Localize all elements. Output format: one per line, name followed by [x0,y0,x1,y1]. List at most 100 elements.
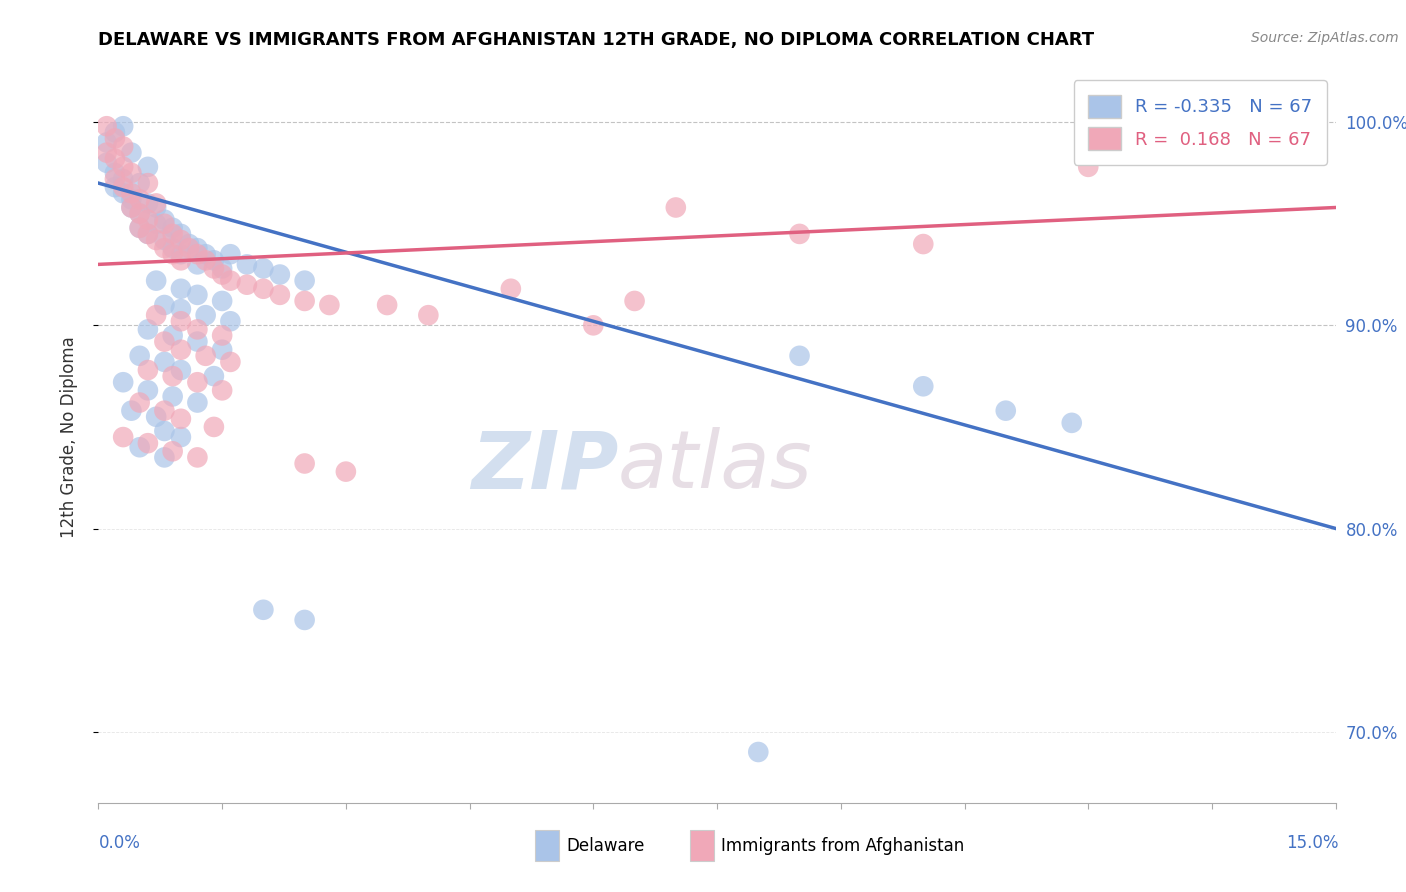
Point [162,389,184,403]
Point [170,301,193,316]
Point [112,180,135,194]
Point [153,233,176,247]
Point [104,180,127,194]
Point [499,282,522,296]
Point [112,139,135,153]
Point [145,196,167,211]
Point [128,220,150,235]
Point [96,136,118,150]
Point [211,293,233,308]
Point [104,166,127,180]
Point [211,343,233,357]
Point [994,403,1017,417]
Point [128,206,150,220]
Point [153,450,176,465]
Point [211,261,233,276]
Point [112,186,135,201]
Legend: R = -0.335   N = 67, R =  0.168   N = 67: R = -0.335 N = 67, R = 0.168 N = 67 [1074,80,1327,165]
Point [170,430,193,444]
Point [153,298,176,312]
Point [789,227,811,241]
Point [136,363,159,377]
Point [186,241,208,255]
Point [294,293,316,308]
Point [186,375,208,389]
Point [145,217,167,231]
Point [112,375,135,389]
Text: Delaware: Delaware [567,837,645,855]
Point [145,274,167,288]
Y-axis label: 12th Grade, No Diploma: 12th Grade, No Diploma [59,336,77,538]
Point [153,217,176,231]
Point [236,277,259,292]
Point [136,436,159,450]
Point [582,318,605,333]
Point [186,395,208,409]
Point [162,444,184,458]
Text: Immigrants from Afghanistan: Immigrants from Afghanistan [721,837,965,855]
Point [104,131,127,145]
Point [153,241,176,255]
Point [623,293,645,308]
Point [120,201,142,215]
Point [136,212,159,227]
Point [375,298,398,312]
Point [202,369,225,384]
Point [194,247,217,261]
Point [145,233,167,247]
Point [136,227,159,241]
Point [219,274,242,288]
Point [145,308,167,322]
Point [252,603,274,617]
Point [104,152,127,166]
Text: 0.0%: 0.0% [98,834,141,852]
Point [112,119,135,133]
Point [170,343,193,357]
Text: DELAWARE VS IMMIGRANTS FROM AFGHANISTAN 12TH GRADE, NO DIPLOMA CORRELATION CHART: DELAWARE VS IMMIGRANTS FROM AFGHANISTAN … [98,31,1094,49]
Point [219,355,242,369]
Point [136,227,159,241]
Text: Source: ZipAtlas.com: Source: ZipAtlas.com [1251,31,1399,45]
Point [170,314,193,328]
Point [170,253,193,268]
Point [120,166,142,180]
Point [96,145,118,160]
Point [335,465,357,479]
Point [112,172,135,186]
Point [128,206,150,220]
Point [170,247,193,261]
Point [252,261,274,276]
Point [912,379,935,393]
Point [112,430,135,444]
Point [1077,160,1099,174]
Point [162,241,184,255]
Point [194,349,217,363]
Point [104,125,127,139]
Point [418,308,440,322]
Point [153,403,176,417]
Point [170,227,193,241]
Point [211,328,233,343]
Point [294,274,316,288]
Point [219,314,242,328]
Point [162,220,184,235]
Point [269,268,291,282]
Point [136,160,159,174]
Point [153,355,176,369]
Point [96,119,118,133]
Point [162,227,184,241]
Point [153,334,176,349]
Point [96,155,118,169]
Point [128,220,150,235]
Point [136,384,159,398]
Text: 15.0%: 15.0% [1286,834,1339,852]
Point [128,440,150,454]
Point [252,282,274,296]
Point [112,160,135,174]
Point [186,322,208,336]
Point [294,457,316,471]
Point [747,745,769,759]
Point [136,196,159,211]
Point [202,253,225,268]
Point [186,288,208,302]
